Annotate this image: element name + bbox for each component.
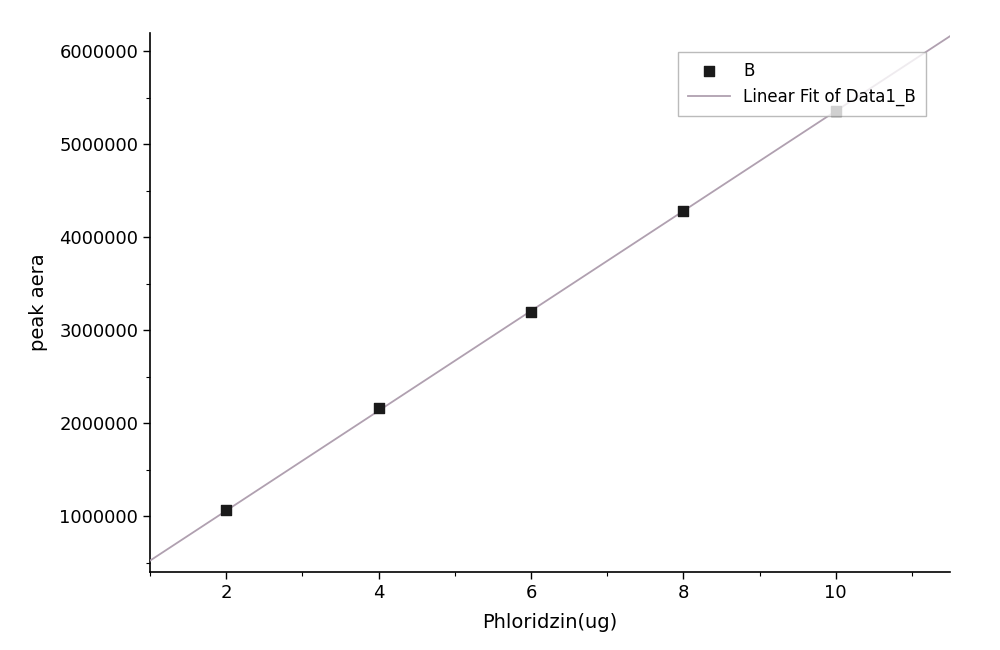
Linear Fit of Data1_B bbox=[147, 555, 159, 563]
B bbox=[523, 306, 539, 317]
Linear Fit of Data1_B bbox=[618, 246, 630, 254]
Y-axis label: peak aera: peak aera bbox=[29, 254, 48, 351]
Linear Fit of Data1_B bbox=[869, 81, 881, 89]
Linear Fit of Data1_B bbox=[620, 244, 632, 252]
B bbox=[218, 504, 234, 515]
Linear Fit of Data1_B bbox=[944, 32, 956, 40]
Linear Fit of Data1_B bbox=[144, 557, 156, 565]
B bbox=[675, 206, 691, 216]
Linear Fit of Data1_B bbox=[818, 114, 830, 122]
Line: Linear Fit of Data1_B: Linear Fit of Data1_B bbox=[150, 36, 950, 561]
X-axis label: Phloridzin(ug): Phloridzin(ug) bbox=[482, 613, 618, 632]
B bbox=[371, 403, 387, 413]
B bbox=[828, 105, 844, 116]
Linear Fit of Data1_B bbox=[634, 236, 646, 244]
Legend: B, Linear Fit of Data1_B: B, Linear Fit of Data1_B bbox=[678, 51, 926, 116]
